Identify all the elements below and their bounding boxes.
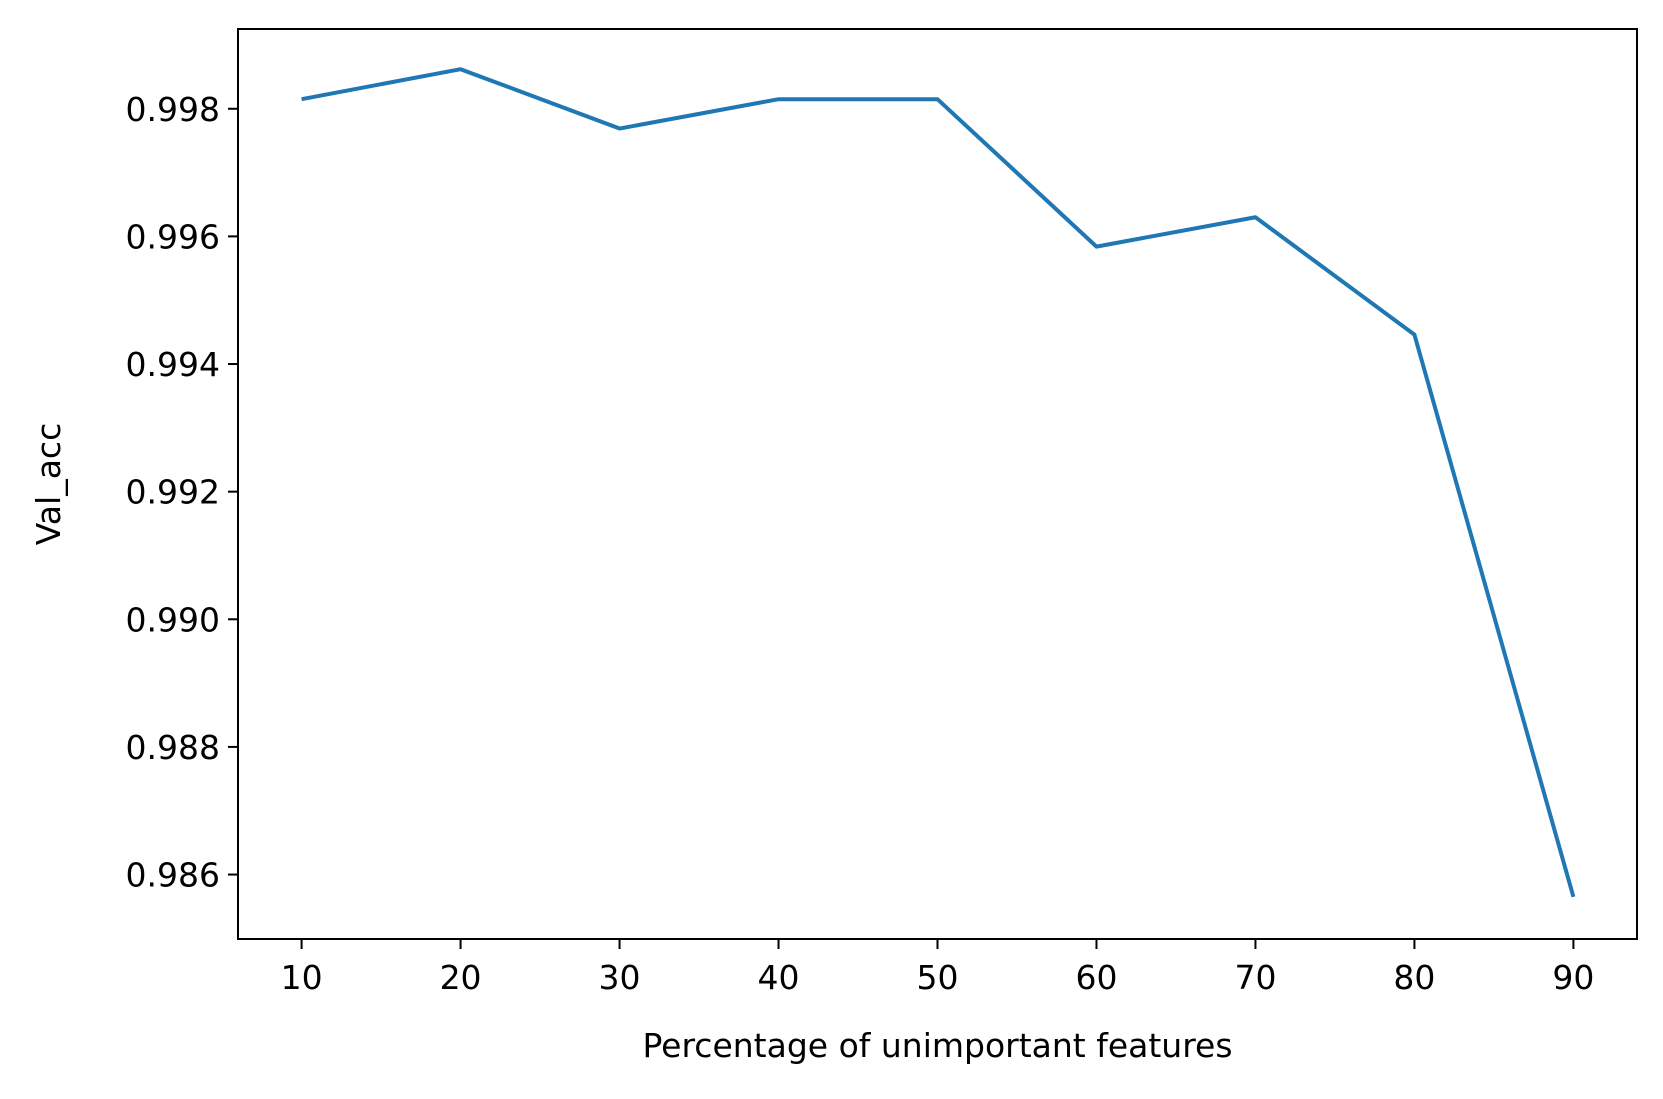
y-tick-label: 0.992 <box>126 473 220 512</box>
x-tick-label: 30 <box>599 958 641 997</box>
x-axis-ticks: 10 20 30 40 50 60 70 80 90 <box>281 939 1594 997</box>
y-axis-ticks: 0.986 0.988 0.990 0.992 0.994 0.996 0.998 <box>126 90 238 895</box>
x-tick-label: 90 <box>1552 958 1594 997</box>
x-tick-label: 20 <box>440 958 482 997</box>
x-axis-label: Percentage of unimportant features <box>642 1026 1232 1065</box>
x-tick-label: 80 <box>1393 958 1435 997</box>
x-tick-label: 40 <box>758 958 800 997</box>
series-layer <box>301 67 1576 898</box>
y-tick-label: 0.996 <box>126 217 220 256</box>
x-tick-label: 70 <box>1234 958 1276 997</box>
y-tick-label: 0.998 <box>126 90 220 129</box>
series-line <box>301 67 1576 898</box>
x-tick-label: 10 <box>281 958 323 997</box>
x-tick-label: 60 <box>1075 958 1117 997</box>
y-axis-label: Val_acc <box>29 423 68 545</box>
y-tick-label: 0.994 <box>126 345 220 384</box>
x-tick-label: 50 <box>917 958 959 997</box>
y-tick-label: 0.988 <box>126 728 220 767</box>
y-tick-label: 0.986 <box>126 856 220 895</box>
y-tick-label: 0.990 <box>126 600 220 639</box>
